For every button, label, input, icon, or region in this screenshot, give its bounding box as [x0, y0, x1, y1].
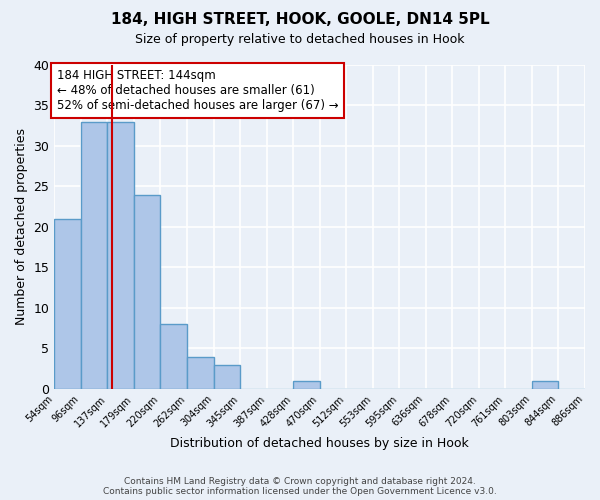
- Bar: [532, 381, 558, 389]
- Y-axis label: Number of detached properties: Number of detached properties: [15, 128, 28, 326]
- Text: Contains public sector information licensed under the Open Government Licence v3: Contains public sector information licen…: [103, 487, 497, 496]
- Bar: [134, 194, 160, 389]
- Bar: [187, 356, 214, 389]
- Bar: [293, 381, 320, 389]
- Bar: [214, 364, 240, 389]
- Bar: [107, 122, 134, 389]
- Bar: [81, 122, 107, 389]
- Text: Size of property relative to detached houses in Hook: Size of property relative to detached ho…: [135, 32, 465, 46]
- Bar: [54, 219, 81, 389]
- Text: 184, HIGH STREET, HOOK, GOOLE, DN14 5PL: 184, HIGH STREET, HOOK, GOOLE, DN14 5PL: [110, 12, 490, 28]
- Bar: [160, 324, 187, 389]
- Text: Contains HM Land Registry data © Crown copyright and database right 2024.: Contains HM Land Registry data © Crown c…: [124, 477, 476, 486]
- Text: 184 HIGH STREET: 144sqm
← 48% of detached houses are smaller (61)
52% of semi-de: 184 HIGH STREET: 144sqm ← 48% of detache…: [57, 69, 338, 112]
- X-axis label: Distribution of detached houses by size in Hook: Distribution of detached houses by size …: [170, 437, 469, 450]
